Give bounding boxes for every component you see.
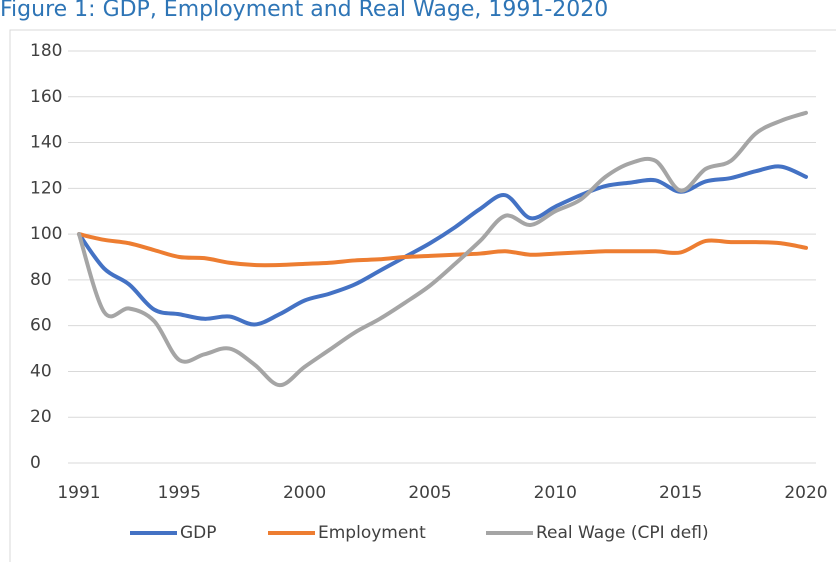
legend-label: GDP [180,523,217,543]
y-tick-label: 180 [30,41,62,61]
x-tick-label: 2015 [659,483,702,503]
x-tick-label: 2010 [534,483,577,503]
y-tick-label: 80 [30,270,52,290]
y-tick-label: 160 [30,87,62,107]
y-tick-label: 0 [30,453,41,473]
y-tick-label: 100 [30,224,62,244]
x-tick-label: 2020 [784,483,827,503]
y-tick-label: 40 [30,361,52,381]
y-tick-label: 20 [30,407,52,427]
x-tick-label: 2005 [408,483,451,503]
y-tick-label: 120 [30,178,62,198]
x-tick-label: 1995 [158,483,201,503]
legend-label: Real Wage (CPI defl) [536,523,709,543]
x-tick-label: 1991 [57,483,100,503]
x-tick-label: 2000 [283,483,326,503]
series-line [77,232,808,268]
chart-border [9,29,836,562]
chart-title: Figure 1: GDP, Employment and Real Wage,… [0,0,608,22]
y-tick-label: 140 [30,133,62,153]
y-tick-label: 60 [30,316,52,336]
legend-label: Employment [318,523,426,543]
series-line [77,110,808,388]
